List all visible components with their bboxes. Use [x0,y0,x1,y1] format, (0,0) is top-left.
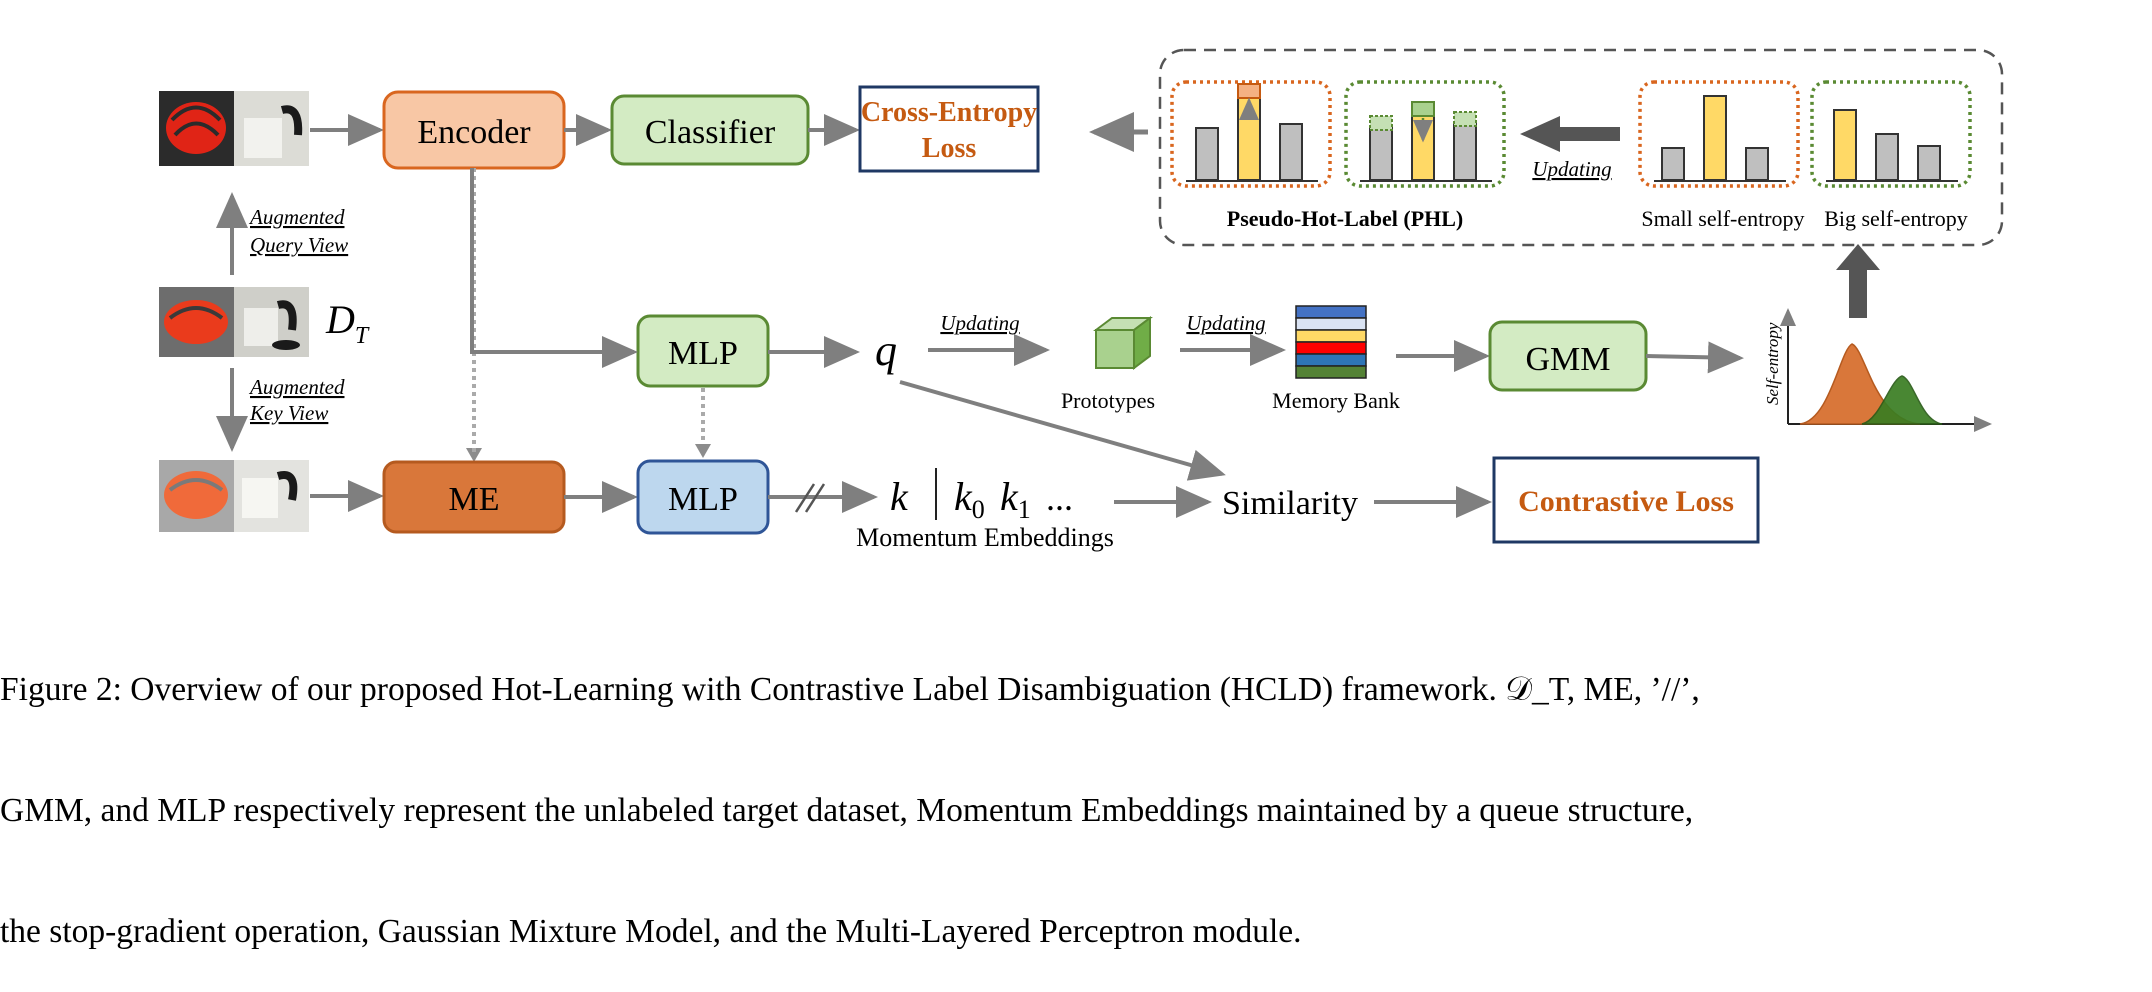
dataset-images [159,287,309,357]
cross-entropy-loss-box: Cross-Entropy Loss [858,85,1040,173]
augmented-key-label-1: Augmented [248,375,345,399]
framework-diagram: DT Augmented Query View Augmented Key Vi… [159,48,2004,552]
svg-text:MLP: MLP [668,335,738,372]
key-view-images [159,460,309,532]
gmm-box: GMM [1488,320,1648,392]
svg-text:ME: ME [449,481,500,518]
caption-line-2: GMM, and MLP respectively represent the … [0,791,1694,829]
caption-line-1: Figure 2: Overview of our proposed Hot-L… [0,671,1700,709]
svg-text:Classifier: Classifier [645,114,776,151]
svg-text:Cross-Entropy: Cross-Entropy [861,97,1037,128]
updating-label-proto: Updating [1186,311,1265,335]
prototypes-icon [1093,316,1153,370]
me-box: ME [382,460,566,534]
svg-text:Loss: Loss [922,133,977,164]
self-entropy-distribution: Self-entropy [1763,308,1992,432]
mlp-bottom-box: MLP [636,459,770,535]
prototypes-label: Prototypes [1061,388,1155,413]
classifier-box: Classifier [610,94,810,166]
phl-label: Pseudo-Hot-Label (PHL) [1227,206,1464,231]
svg-text:Self-entropy: Self-entropy [1763,322,1782,405]
augmented-query-label-2: Query View [250,233,348,257]
big-entropy-label: Big self-entropy [1824,206,1968,231]
svg-text:MLP: MLP [668,481,738,518]
stop-gradient-mark [794,483,826,513]
k0-symbol: k0 [954,474,985,524]
memory-bank-icon [1295,305,1367,379]
svg-text:GMM: GMM [1525,341,1610,378]
memory-bank-label: Memory Bank [1272,388,1400,413]
query-view-images [159,91,309,166]
updating-label-top: Updating [1532,157,1611,181]
augmented-query-label-1: Augmented [248,205,345,229]
figure-caption: Figure 2: Overview of our proposed Hot-L… [0,590,2150,992]
encoder-box: Encoder [382,90,566,170]
phl-panel: Pseudo-Hot-Label (PHL) Updating Small se… [1158,48,2004,247]
momentum-embeddings-label: Momentum Embeddings [856,523,1114,552]
contrastive-loss-box: Contrastive Loss [1492,456,1760,544]
mlp-top-box: MLP [636,314,770,388]
similarity-label: Similarity [1222,485,1358,522]
caption-line-3: the stop-gradient operation, Gaussian Mi… [0,912,1302,950]
k-symbol: k [890,474,909,519]
q-symbol: q [875,326,897,375]
svg-text:Encoder: Encoder [417,114,531,151]
dataset-label: DT [325,297,370,349]
k1-symbol: k1 [1000,474,1031,524]
augmented-key-label-2: Key View [249,401,328,425]
svg-text:Contrastive Loss: Contrastive Loss [1518,485,1734,518]
ellipsis: ... [1046,478,1073,518]
small-entropy-label: Small self-entropy [1641,206,1804,231]
updating-label-q: Updating [940,311,1019,335]
